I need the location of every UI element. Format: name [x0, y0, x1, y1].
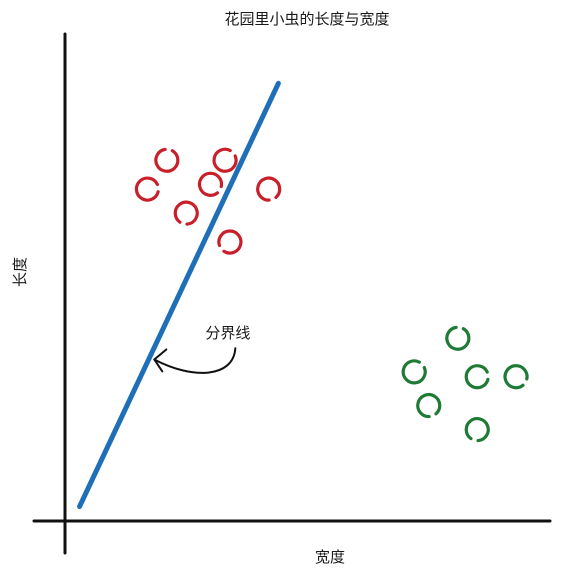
series-0-point-3	[197, 171, 224, 197]
annotation-arrowhead	[153, 348, 168, 373]
points-layer	[134, 147, 529, 443]
series-1-point-3	[503, 364, 529, 390]
boundary-line	[77, 80, 281, 510]
series-1-point-0	[445, 325, 471, 351]
y-axis-label: 长度	[11, 257, 29, 287]
series-0-point-2	[134, 176, 160, 202]
annotation-layer: 分界线	[153, 324, 250, 374]
chart-title: 花园里小虫的长度与宽度	[224, 10, 389, 28]
series-1-point-5	[464, 417, 490, 443]
series-0-point-1	[212, 147, 238, 173]
series-1-point-4	[416, 392, 442, 419]
series-0-point-6	[217, 229, 243, 255]
series-0-point-5	[173, 200, 199, 226]
boundary-layer	[77, 80, 281, 510]
series-0-point-4	[256, 176, 282, 202]
annotation-arrow	[153, 347, 237, 374]
series-1-point-1	[401, 359, 427, 385]
series-0-point-0	[154, 147, 180, 173]
series-1-point-2	[464, 364, 490, 390]
annotation-label: 分界线	[205, 324, 250, 342]
x-axis-label: 宽度	[315, 548, 345, 566]
